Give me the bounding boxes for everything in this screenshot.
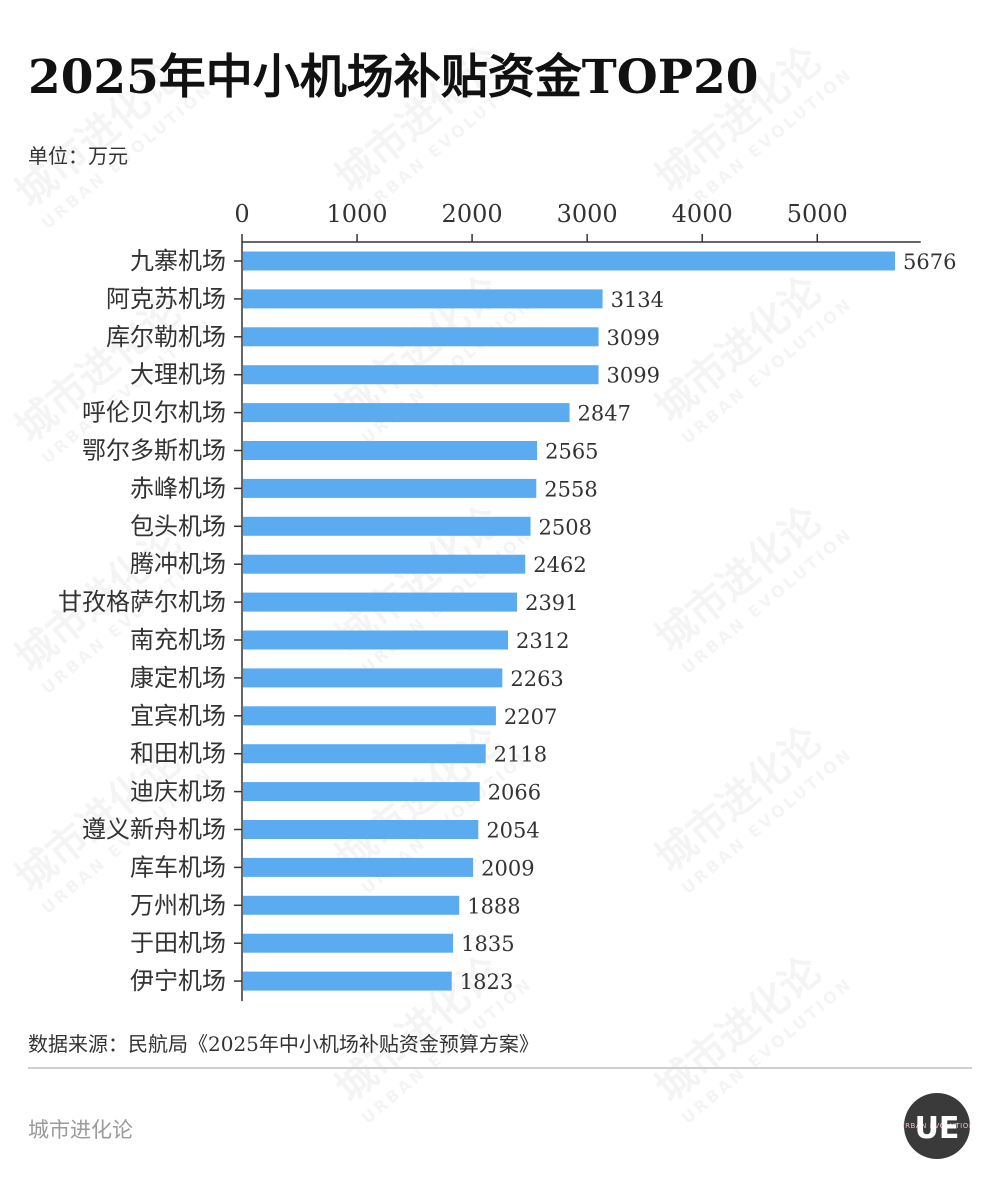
data-label: 2066 <box>488 781 541 805</box>
brand-name: 城市进化论 <box>28 1118 133 1142</box>
data-label: 2054 <box>486 819 539 843</box>
data-label: 2391 <box>525 591 578 615</box>
category-label: 库车机场 <box>130 853 226 881</box>
bar <box>243 403 570 423</box>
data-label: 3099 <box>607 326 660 350</box>
bar <box>243 706 496 726</box>
bar <box>243 251 896 271</box>
category-label: 甘孜格萨尔机场 <box>58 588 226 616</box>
bar <box>243 782 480 802</box>
data-label: 2312 <box>516 629 569 653</box>
x-tick-label: 4000 <box>672 200 733 228</box>
bar <box>243 327 599 347</box>
category-label: 迪庆机场 <box>130 778 226 806</box>
bar <box>243 933 454 953</box>
bar <box>243 441 538 460</box>
data-label: 1823 <box>460 970 513 994</box>
bar <box>243 857 474 877</box>
bar <box>243 554 526 574</box>
x-tick-label: 1000 <box>327 200 388 228</box>
category-label: 伊宁机场 <box>130 967 226 995</box>
logo-circle <box>904 1093 970 1159</box>
category-label: 库尔勒机场 <box>106 323 226 351</box>
category-label: 南充机场 <box>130 626 226 654</box>
category-label: 鄂尔多斯机场 <box>82 437 226 465</box>
data-label: 2508 <box>539 515 592 539</box>
bar <box>243 971 452 991</box>
category-label: 于田机场 <box>130 929 226 957</box>
category-label: 呼伦贝尔机场 <box>82 399 226 427</box>
bar <box>243 516 531 536</box>
category-label: 九寨机场 <box>130 247 226 275</box>
x-tick-label: 0 <box>234 200 249 228</box>
category-label: 遵义新舟机场 <box>82 816 226 844</box>
bar <box>243 744 486 764</box>
brand-logo: URBAN EVOLUTION UE <box>903 1093 971 1159</box>
bar <box>243 289 603 309</box>
data-label: 2009 <box>481 856 534 880</box>
bar <box>243 895 460 915</box>
data-label: 1835 <box>461 932 514 956</box>
bar <box>243 820 479 839</box>
data-label: 2565 <box>545 440 598 464</box>
logo-glyph: UE <box>915 1111 960 1146</box>
chart-title: 2025年中小机场补贴资金TOP20 <box>28 50 759 105</box>
bar <box>243 365 599 385</box>
category-label: 大理机场 <box>130 361 226 389</box>
data-label: 1888 <box>467 894 520 918</box>
x-tick-label: 3000 <box>557 200 618 228</box>
x-tick-label: 2000 <box>442 200 503 228</box>
bar <box>243 630 508 650</box>
category-label: 阿克苏机场 <box>106 285 226 313</box>
data-label: 3134 <box>611 288 664 312</box>
bar <box>243 478 537 498</box>
category-label: 康定机场 <box>130 664 226 692</box>
data-label: 2462 <box>533 553 586 577</box>
data-label: 5676 <box>903 250 956 274</box>
bar <box>243 592 518 612</box>
x-tick-label: 5000 <box>787 200 848 228</box>
bar <box>243 668 503 688</box>
data-label: 2847 <box>578 402 631 426</box>
category-label: 腾冲机场 <box>130 550 226 578</box>
category-label: 万州机场 <box>130 891 226 919</box>
data-label: 2263 <box>510 667 563 691</box>
category-label: 赤峰机场 <box>130 474 226 502</box>
data-label: 3099 <box>607 364 660 388</box>
source-note: 数据来源：民航局《2025年中小机场补贴资金预算方案》 <box>28 1032 539 1056</box>
unit-label: 单位：万元 <box>28 144 128 168</box>
bar-chart: 0 1000 2000 3000 4000 5000 九寨机场 5676 阿克苏机场 3134 库尔… <box>58 200 956 1002</box>
category-label: 宜宾机场 <box>130 702 226 730</box>
category-label: 包头机场 <box>130 512 226 540</box>
logo-ring-text: URBAN EVOLUTION <box>903 1122 971 1130</box>
category-label: 和田机场 <box>130 740 226 768</box>
data-label: 2207 <box>504 705 557 729</box>
data-label: 2118 <box>494 743 547 767</box>
data-label: 2558 <box>544 477 597 501</box>
footer-divider <box>28 1067 972 1069</box>
